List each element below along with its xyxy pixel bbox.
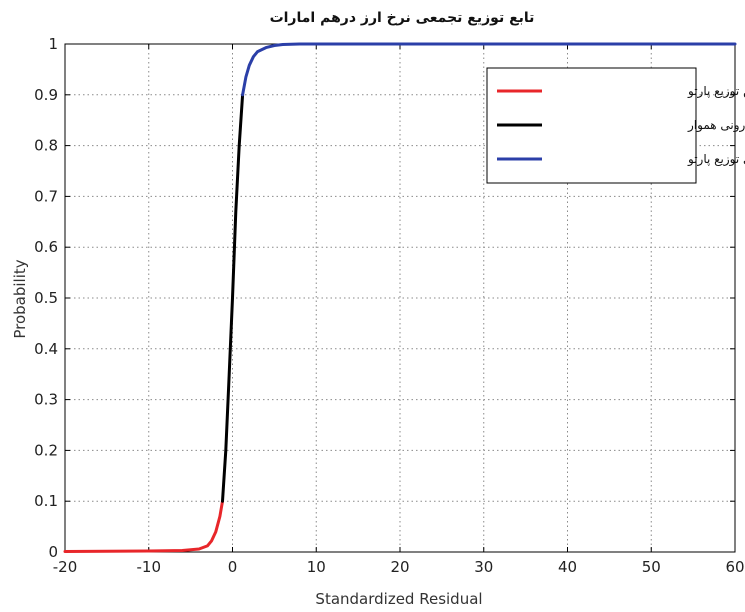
- x-tick-label: 20: [390, 558, 409, 576]
- y-tick-label: 0.6: [34, 238, 58, 256]
- chart-title: تابع توزیع تجمعی نرخ ارز درهم امارات: [270, 10, 535, 26]
- y-tick-label: 0.8: [34, 137, 58, 155]
- y-tick-label: 0: [48, 543, 58, 561]
- y-tick-label: 0.3: [34, 391, 58, 409]
- x-tick-label: 60: [725, 558, 744, 576]
- x-tick-label: 0: [228, 558, 238, 576]
- y-axis-label: Probability: [11, 259, 29, 338]
- y-tick-label: 0.7: [34, 187, 58, 205]
- plot-area: -20 -10 0 10 20 30 40 50 60 0 0.1 0.2 0.3 0.4 0.5 0.6 0.…: [34, 35, 745, 576]
- y-tick-label: 0.9: [34, 86, 58, 104]
- y-tick-label: 0.4: [34, 340, 58, 358]
- series-line-1: [63, 499, 224, 553]
- series-line-2: [221, 93, 245, 503]
- y-tick-label: 0.5: [34, 289, 58, 307]
- x-tick-label: 30: [474, 558, 493, 576]
- legend-label-2: توزیع کرنل درونی هموار: [687, 118, 745, 133]
- y-tick-label: 1: [48, 35, 58, 53]
- x-tick-label: -10: [137, 558, 162, 576]
- series-line-3: [241, 42, 737, 97]
- legend-label-1: دم پائین توزیع پارتو: [687, 84, 745, 99]
- x-tick-label: 40: [558, 558, 577, 576]
- y-tick-label: 0.2: [34, 441, 58, 459]
- y-tick-label: 0.1: [34, 492, 58, 510]
- legend-label-3: دم بالای توزیع پارتو: [687, 152, 745, 167]
- x-axis-label: Standardized Residual: [315, 590, 482, 608]
- x-tick-label: 50: [642, 558, 661, 576]
- x-tick-label: 10: [307, 558, 326, 576]
- x-tick-label: -20: [53, 558, 78, 576]
